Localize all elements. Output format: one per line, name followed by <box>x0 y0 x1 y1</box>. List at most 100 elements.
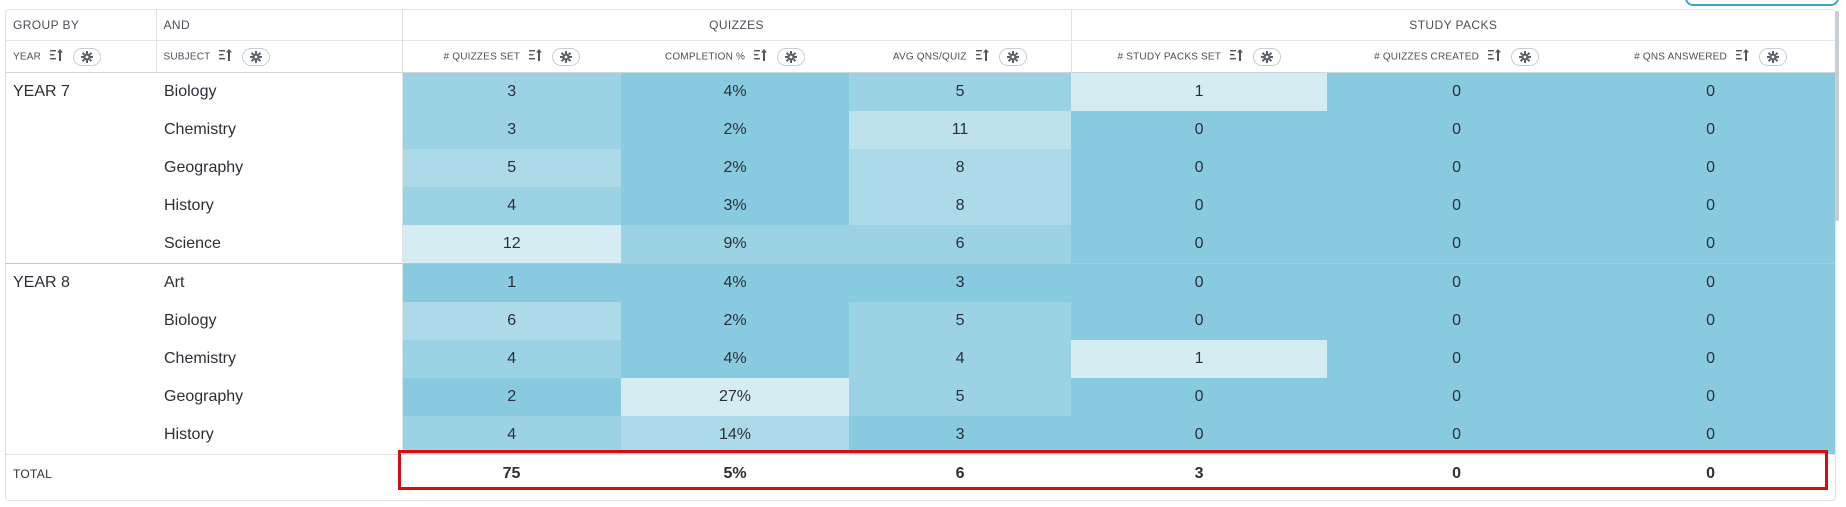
avg-qns-cell: 3 <box>849 263 1072 302</box>
quizzes-set-cell: 4 <box>402 340 621 378</box>
table-row[interactable]: Geography 2 27% 5 0 0 0 <box>6 378 1835 416</box>
quizzes-created-column-header: # QUIZZES CREATED <box>1327 40 1587 73</box>
qns-answered-settings-button[interactable] <box>1758 47 1787 66</box>
sort-icon[interactable] <box>754 49 768 64</box>
avg-qns-cell: 4 <box>849 340 1072 378</box>
and-header: AND <box>155 10 402 41</box>
table-row[interactable]: YEAR 8 Art 1 4% 3 0 0 0 <box>6 263 1835 455</box>
quizzes-set-header-label: # QUIZZES SET <box>443 51 521 62</box>
quizzes-set-cell: 12 <box>402 225 621 264</box>
quizzes-set-cell: 1 <box>402 263 621 302</box>
completion-settings-button[interactable] <box>777 47 806 66</box>
sort-icon[interactable] <box>50 49 64 64</box>
quizzes-created-cell: 0 <box>1327 263 1587 302</box>
study-packs-set-cell: 0 <box>1071 187 1328 225</box>
avg-qns-settings-button[interactable] <box>998 47 1027 66</box>
completion-cell: 9% <box>621 225 849 264</box>
table-row[interactable]: Geography 5 2% 8 0 0 0 <box>6 149 1835 187</box>
completion-cell: 2% <box>621 111 849 149</box>
avg-qns-cell: 8 <box>849 187 1072 225</box>
avg-qns-cell: 5 <box>849 72 1072 111</box>
quizzes-created-cell: 0 <box>1327 378 1587 416</box>
sort-icon[interactable] <box>1230 49 1244 64</box>
quizzes-created-cell: 0 <box>1327 416 1587 455</box>
quizzes-set-cell: 6 <box>402 302 621 340</box>
subject-cell: History <box>156 187 403 225</box>
study-packs-set-cell: 0 <box>1071 302 1328 340</box>
completion-header-label: COMPLETION % <box>664 51 746 62</box>
study-packs-set-column-header: # STUDY PACKS SET <box>1070 40 1328 73</box>
sort-icon[interactable] <box>1735 49 1750 64</box>
quizzes-created-cell: 0 <box>1327 187 1587 225</box>
qns-answered-cell: 0 <box>1586 263 1835 302</box>
quizzes-set-cell: 4 <box>402 416 621 455</box>
total-qns-answered: 0 <box>1586 454 1835 493</box>
study-packs-set-cell: 0 <box>1071 149 1328 187</box>
study-packs-set-cell: 0 <box>1071 111 1328 149</box>
completion-cell: 3% <box>621 187 849 225</box>
year-header-label: YEAR <box>13 51 42 62</box>
completion-cell: 2% <box>621 149 849 187</box>
vertical-scrollbar[interactable] <box>1835 11 1839 221</box>
qns-answered-cell: 0 <box>1586 149 1835 187</box>
gear-icon <box>1518 50 1531 63</box>
table-row[interactable]: Chemistry 4 4% 4 1 0 0 <box>6 340 1835 378</box>
year-settings-button[interactable] <box>73 47 102 66</box>
table-row[interactable]: YEAR 7 Biology 3 4% 5 1 0 0 <box>6 72 1835 264</box>
total-avg-qns: 6 <box>849 454 1072 493</box>
subject-header-label: SUBJECT <box>163 51 211 62</box>
sort-icon[interactable] <box>1487 49 1502 64</box>
subject-cell: Chemistry <box>156 111 403 149</box>
qns-answered-cell: 0 <box>1586 416 1835 455</box>
quizzes-created-cell: 0 <box>1327 302 1587 340</box>
qns-answered-cell: 0 <box>1586 111 1835 149</box>
avg-qns-cell: 3 <box>849 416 1072 455</box>
gear-icon <box>1261 50 1274 63</box>
avg-qns-cell: 6 <box>849 225 1072 264</box>
total-row: TOTAL 75 5% 6 3 0 0 <box>6 454 1835 493</box>
gear-icon <box>785 50 798 63</box>
quizzes-created-settings-button[interactable] <box>1510 47 1539 66</box>
top-right-button[interactable] <box>1685 0 1839 6</box>
group-by-header: GROUP BY <box>6 10 156 41</box>
report-table: GROUP BY AND QUIZZES STUDY PACKS YEAR SU… <box>6 10 1835 493</box>
qns-answered-cell: 0 <box>1586 302 1835 340</box>
year-cell: YEAR 8 <box>6 263 156 455</box>
table-row[interactable]: Biology 6 2% 5 0 0 0 <box>6 302 1835 340</box>
qns-answered-cell: 0 <box>1586 378 1835 416</box>
qns-answered-cell: 0 <box>1586 72 1835 111</box>
quizzes-set-column-header: # QUIZZES SET <box>401 40 621 73</box>
study-packs-set-header-label: # STUDY PACKS SET <box>1117 51 1222 62</box>
quizzes-set-cell: 2 <box>402 378 621 416</box>
table-row[interactable]: Chemistry 3 2% 11 0 0 0 <box>6 111 1835 149</box>
sort-icon[interactable] <box>975 49 990 64</box>
study-packs-set-cell: 1 <box>1071 72 1328 111</box>
completion-cell: 2% <box>621 302 849 340</box>
table-row[interactable]: History 4 14% 3 0 0 0 <box>6 416 1835 455</box>
completion-cell: 4% <box>621 263 849 302</box>
subject-settings-button[interactable] <box>242 47 271 66</box>
quizzes-created-cell: 0 <box>1327 149 1587 187</box>
sort-icon[interactable] <box>219 49 233 64</box>
study-packs-set-settings-button[interactable] <box>1253 47 1282 66</box>
quizzes-set-cell: 4 <box>402 187 621 225</box>
table-row[interactable]: History 4 3% 8 0 0 0 <box>6 187 1835 225</box>
gear-icon <box>559 50 572 63</box>
study-packs-set-cell: 0 <box>1071 263 1328 302</box>
quizzes-created-cell: 0 <box>1327 340 1587 378</box>
total-label: TOTAL <box>6 454 402 493</box>
subject-cell: Art <box>156 263 403 302</box>
avg-qns-cell: 11 <box>849 111 1072 149</box>
gear-icon <box>1766 50 1779 63</box>
year-column-header: YEAR <box>6 40 156 73</box>
subject-cell: History <box>156 416 403 455</box>
avg-qns-header-label: AVG QNS/QUIZ <box>892 51 967 62</box>
study-packs-group-header: STUDY PACKS <box>1070 10 1835 41</box>
table-row[interactable]: Science 12 9% 6 0 0 0 <box>6 225 1835 264</box>
qns-answered-cell: 0 <box>1586 340 1835 378</box>
subject-cell: Biology <box>156 302 403 340</box>
quizzes-set-settings-button[interactable] <box>551 47 580 66</box>
quizzes-group-header: QUIZZES <box>401 10 1072 41</box>
sort-icon[interactable] <box>529 49 543 64</box>
subject-column-header: SUBJECT <box>155 40 402 73</box>
